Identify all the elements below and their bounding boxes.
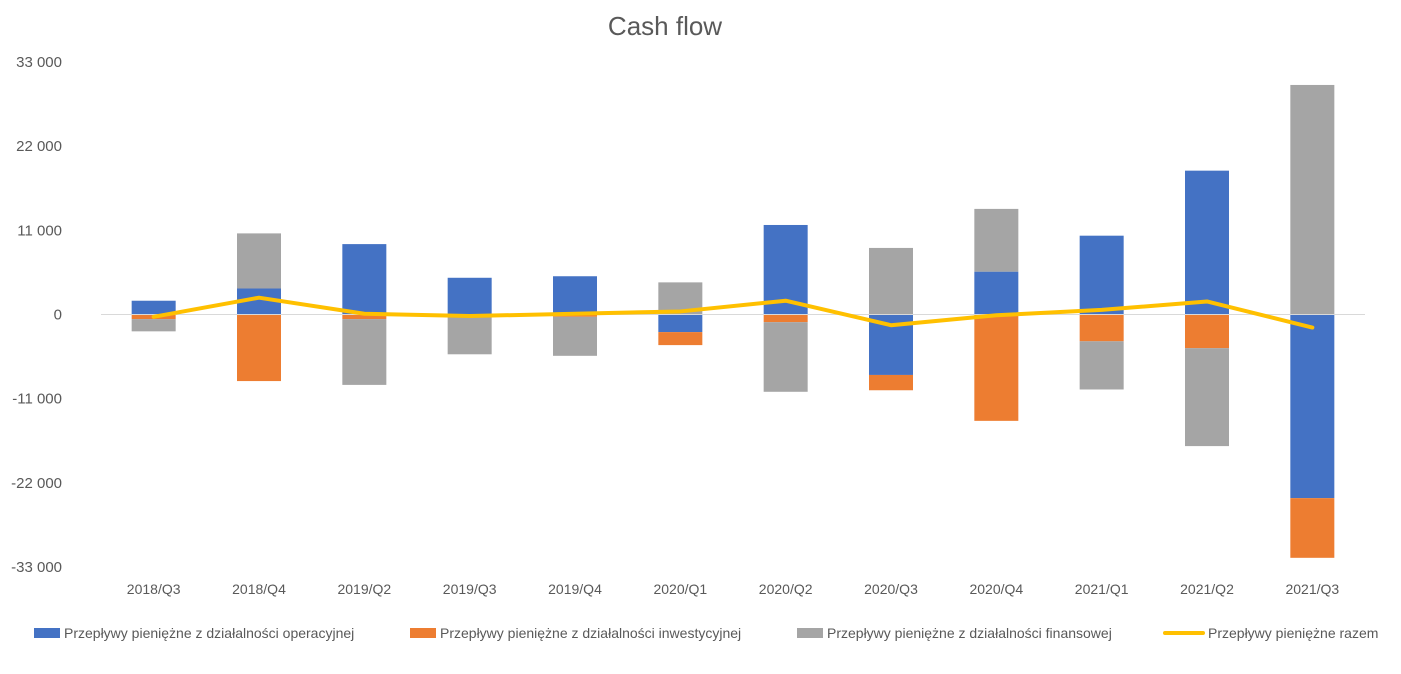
bar-series-2-8 bbox=[974, 314, 1019, 421]
bars bbox=[131, 84, 1335, 558]
bar-series-1-2 bbox=[342, 244, 387, 315]
bar-series-3-8 bbox=[974, 208, 1019, 272]
x-tick-label: 2019/Q4 bbox=[548, 581, 602, 597]
bar-series-2-10 bbox=[1185, 314, 1229, 349]
legend-label-3: Przepływy pieniężne z działalności finan… bbox=[827, 625, 1112, 641]
bar-series-2-9 bbox=[1079, 314, 1124, 342]
x-tick-label: 2020/Q4 bbox=[969, 581, 1023, 597]
y-tick-label: -33 000 bbox=[11, 559, 62, 576]
legend-label-1: Przepływy pieniężne z działalności opera… bbox=[64, 625, 354, 641]
x-tick-label: 2019/Q2 bbox=[337, 581, 391, 597]
bar-series-2-1 bbox=[237, 314, 281, 382]
bar-series-1-11 bbox=[1290, 314, 1335, 499]
bar-series-3-2 bbox=[342, 319, 387, 385]
y-tick-label: 22 000 bbox=[16, 138, 62, 155]
bar-series-1-0 bbox=[131, 300, 176, 315]
bar-series-3-9 bbox=[1079, 341, 1124, 390]
x-axis: 2018/Q3 2018/Q4 2019/Q2 2019/Q3 2019/Q4 2020/… bbox=[127, 581, 1340, 597]
legend-swatch-3 bbox=[797, 628, 823, 638]
bar-series-1-4 bbox=[553, 276, 597, 315]
bar-series-2-5 bbox=[658, 332, 703, 346]
legend: Przepływy pieniężne z działalności opera… bbox=[34, 625, 1378, 641]
x-tick-label: 2021/Q2 bbox=[1180, 581, 1234, 597]
y-tick-label: -22 000 bbox=[11, 475, 62, 492]
bar-series-1-5 bbox=[658, 314, 703, 333]
bar-series-2-2 bbox=[342, 314, 387, 320]
bar-series-2-7 bbox=[869, 374, 913, 391]
chart-title: Cash flow bbox=[608, 11, 722, 41]
bar-series-3-3 bbox=[447, 316, 492, 355]
y-tick-label: 11 000 bbox=[17, 222, 62, 239]
bar-series-2-11 bbox=[1290, 498, 1335, 558]
line-total-path bbox=[151, 295, 1315, 330]
legend-label-4: Przepływy pieniężne razem bbox=[1208, 625, 1378, 641]
bar-series-1-3 bbox=[447, 277, 492, 315]
x-tick-label: 2018/Q3 bbox=[127, 581, 181, 597]
bar-series-3-11 bbox=[1290, 84, 1335, 315]
y-axis: 33 000 22 000 11 000 0 -11 000 -22 000 -33 000 bbox=[11, 54, 62, 576]
legend-swatch-2 bbox=[410, 628, 436, 638]
total-line bbox=[151, 295, 1315, 330]
bar-series-1-9 bbox=[1079, 235, 1124, 315]
bar-series-3-0 bbox=[131, 319, 176, 332]
bar-series-3-7 bbox=[869, 247, 913, 315]
x-tick-label: 2021/Q1 bbox=[1075, 581, 1129, 597]
bar-series-3-6 bbox=[763, 322, 808, 392]
y-tick-label: 0 bbox=[54, 307, 62, 324]
bar-series-1-10 bbox=[1185, 170, 1229, 315]
legend-swatch-1 bbox=[34, 628, 60, 638]
bar-series-3-1 bbox=[237, 233, 281, 289]
x-tick-label: 2018/Q4 bbox=[232, 581, 286, 597]
x-tick-label: 2021/Q3 bbox=[1285, 581, 1339, 597]
x-tick-label: 2020/Q2 bbox=[759, 581, 813, 597]
bar-series-2-6 bbox=[763, 314, 808, 323]
x-tick-label: 2019/Q3 bbox=[443, 581, 497, 597]
x-tick-label: 2020/Q1 bbox=[653, 581, 707, 597]
bar-series-1-8 bbox=[974, 271, 1019, 315]
y-tick-label: -11 000 bbox=[12, 391, 62, 408]
legend-label-2: Przepływy pieniężne z działalności inwes… bbox=[440, 625, 741, 641]
x-tick-label: 2020/Q3 bbox=[864, 581, 918, 597]
bar-series-3-10 bbox=[1185, 348, 1229, 447]
bar-series-3-4 bbox=[553, 316, 597, 356]
y-tick-label: 33 000 bbox=[16, 54, 62, 71]
